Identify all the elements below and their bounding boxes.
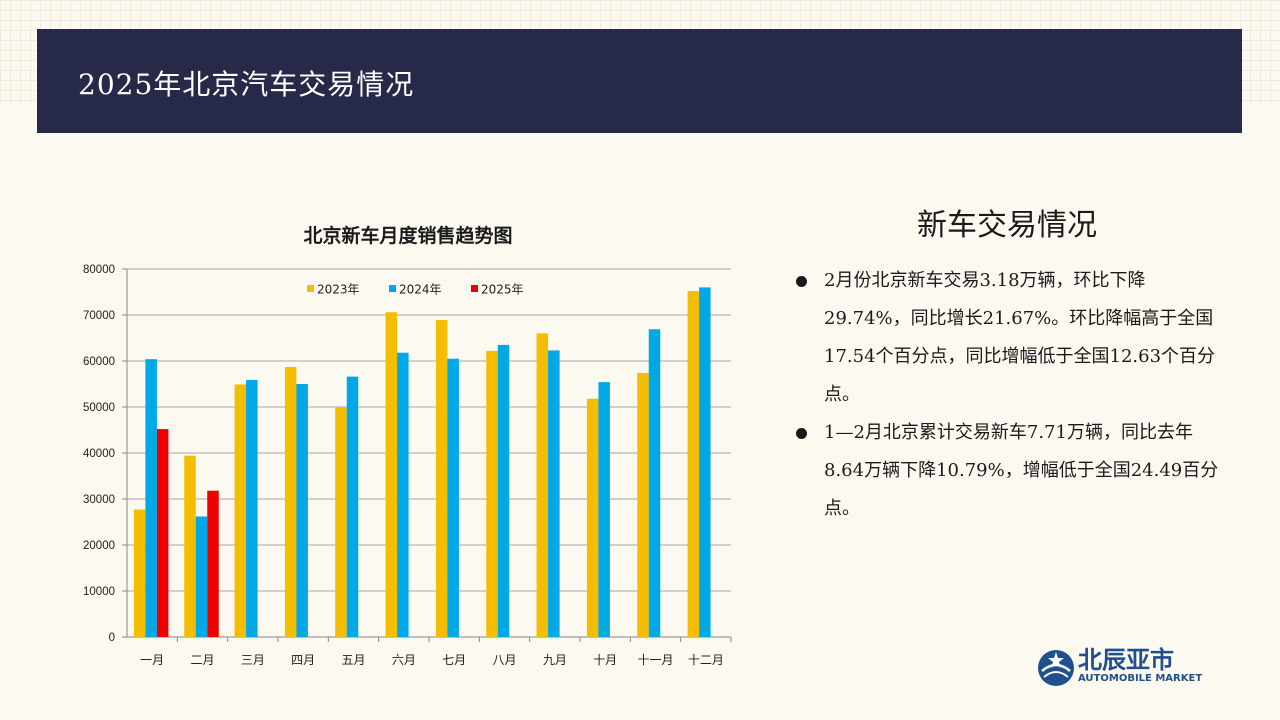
bullet-text: 1—2月北京累计交易新车7.71万辆，同比去年8.64万辆下降10.79%，增幅… bbox=[824, 422, 1219, 519]
bullet-dot-icon bbox=[796, 428, 807, 439]
bar-2024年 bbox=[145, 359, 157, 637]
x-tick-label: 十二月 bbox=[688, 653, 724, 667]
bar-2023年 bbox=[284, 366, 297, 637]
info-panel: 新车交易情况 2月份北京新车交易3.18万辆，环比下降29.74%，同比增长21… bbox=[792, 200, 1222, 528]
bar-2023年 bbox=[385, 312, 398, 637]
bar-2024年 bbox=[497, 344, 510, 637]
bullet-text: 2月份北京新车交易3.18万辆，环比下降29.74%，同比增长21.67%。环比… bbox=[824, 270, 1216, 405]
x-tick-label: 一月 bbox=[140, 653, 164, 667]
globe-icon bbox=[1038, 650, 1074, 686]
sales-trend-chart: 北京新车月度销售趋势图 0 10000 20000 30000 40000 50000 600… bbox=[83, 224, 732, 667]
legend-swatch bbox=[471, 285, 478, 292]
bar-2023年 bbox=[586, 398, 599, 637]
chart-title: 北京新车月度销售趋势图 bbox=[303, 224, 512, 247]
bar-2024年 bbox=[397, 352, 409, 637]
bar-2023年 bbox=[133, 509, 146, 637]
x-tick-label: 六月 bbox=[392, 653, 416, 667]
bar-2023年 bbox=[184, 455, 196, 637]
y-tick-label: 40000 bbox=[83, 448, 115, 460]
y-tick-label: 0 bbox=[109, 632, 115, 644]
x-tick-label: 十月 bbox=[593, 653, 617, 667]
title-banner: 2025年北京汽车交易情况 bbox=[37, 29, 1242, 133]
x-tick-label: 九月 bbox=[543, 653, 567, 667]
bar-2024年 bbox=[346, 376, 359, 637]
bar-2024年 bbox=[246, 379, 258, 637]
page-title: 2025年北京汽车交易情况 bbox=[78, 68, 415, 101]
x-tick-label: 二月 bbox=[190, 653, 214, 667]
logo-cn: 北辰亚市 bbox=[1078, 646, 1174, 674]
bar-2024年 bbox=[447, 358, 459, 637]
bar-2025年 bbox=[207, 490, 219, 637]
bar-2024年 bbox=[598, 382, 610, 637]
legend-label: 2023年 bbox=[317, 283, 360, 297]
x-tick-label: 十一月 bbox=[637, 653, 673, 667]
x-tick-label: 四月 bbox=[291, 653, 315, 667]
bar-2025年 bbox=[156, 429, 169, 637]
legend-swatch bbox=[307, 285, 314, 292]
y-tick-label: 30000 bbox=[83, 494, 115, 506]
bar-2023年 bbox=[234, 384, 247, 637]
logo-text: 北辰亚市 AUTOMOBILE MARKET bbox=[1078, 647, 1202, 685]
bar-2024年 bbox=[699, 287, 711, 637]
bar-2023年 bbox=[435, 320, 448, 637]
bar-2024年 bbox=[648, 329, 661, 637]
bullet-item: 1—2月北京累计交易新车7.71万辆，同比去年8.64万辆下降10.79%，增幅… bbox=[792, 414, 1222, 528]
bar-2024年 bbox=[296, 384, 308, 637]
y-tick-label: 60000 bbox=[83, 356, 115, 368]
panel-title: 新车交易情况 bbox=[917, 208, 1097, 243]
legend-label: 2024年 bbox=[399, 283, 442, 297]
y-tick-label: 70000 bbox=[83, 310, 115, 322]
legend-swatch bbox=[389, 285, 396, 292]
bar-2024年 bbox=[195, 516, 208, 637]
x-tick-label: 五月 bbox=[341, 653, 365, 667]
bar-2023年 bbox=[687, 291, 700, 637]
company-logo: 北辰亚市 AUTOMOBILE MARKET bbox=[1036, 647, 1211, 689]
y-tick-label: 20000 bbox=[83, 540, 115, 552]
bullet-dot-icon bbox=[796, 276, 807, 287]
x-tick-label: 八月 bbox=[492, 653, 516, 667]
y-tick-label: 10000 bbox=[83, 586, 115, 598]
bar-2023年 bbox=[637, 372, 649, 637]
x-tick-label: 七月 bbox=[442, 653, 466, 667]
y-tick-label: 50000 bbox=[83, 402, 115, 414]
bar-2023年 bbox=[486, 350, 498, 637]
bar-2023年 bbox=[536, 333, 549, 637]
y-tick-label: 80000 bbox=[83, 264, 115, 276]
bar-2023年 bbox=[335, 407, 347, 637]
x-tick-label: 三月 bbox=[241, 653, 265, 667]
logo-en: AUTOMOBILE MARKET bbox=[1078, 673, 1203, 684]
legend-label: 2025年 bbox=[481, 283, 524, 297]
bar-2024年 bbox=[548, 350, 560, 637]
bullet-item: 2月份北京新车交易3.18万辆，环比下降29.74%，同比增长21.67%。环比… bbox=[792, 262, 1222, 414]
